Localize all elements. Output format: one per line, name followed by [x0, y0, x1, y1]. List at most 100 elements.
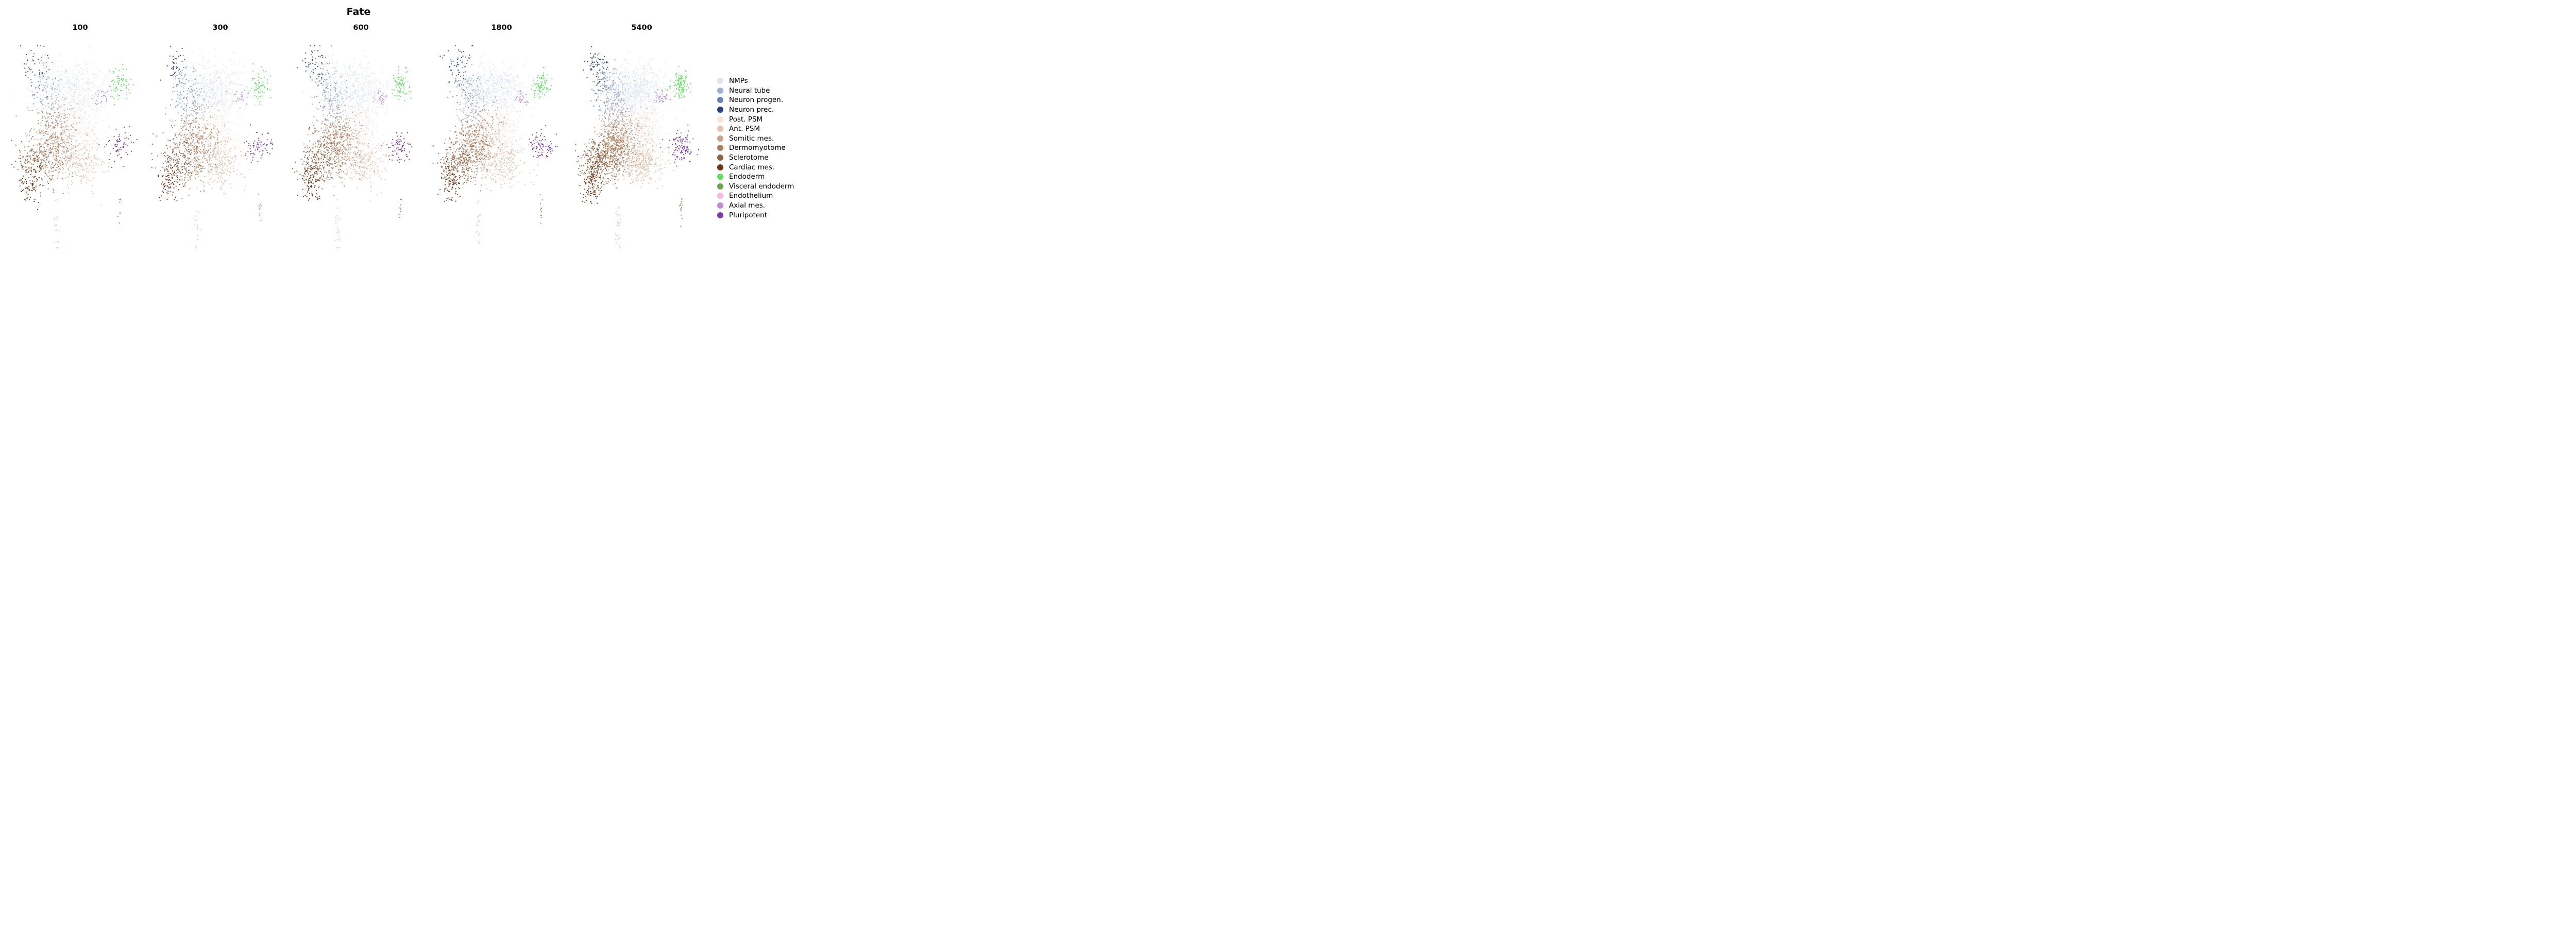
- scatter-point: [185, 78, 187, 80]
- scatter-point: [176, 62, 178, 64]
- scatter-point: [184, 183, 185, 185]
- scatter-point: [224, 104, 226, 106]
- scatter-point: [29, 131, 31, 132]
- scatter-point: [241, 98, 242, 100]
- scatter-point: [341, 87, 342, 88]
- scatter-point: [374, 167, 375, 169]
- scatter-point: [98, 98, 99, 100]
- scatter-point: [122, 80, 124, 81]
- scatter-point: [360, 83, 362, 84]
- scatter-point: [176, 143, 178, 145]
- scatter-point: [44, 147, 46, 148]
- scatter-point: [54, 142, 56, 144]
- scatter-point: [78, 118, 80, 119]
- scatter-point: [195, 142, 197, 144]
- scatter-point: [185, 122, 187, 123]
- scatter-point: [89, 135, 91, 137]
- scatter-point: [361, 85, 362, 87]
- scatter-point: [205, 129, 207, 130]
- scatter-point: [239, 115, 241, 117]
- scatter-point: [120, 149, 122, 150]
- scatter-point: [118, 222, 120, 224]
- scatter-point: [39, 143, 41, 145]
- scatter-point: [191, 152, 193, 153]
- scatter-point: [73, 96, 74, 98]
- scatter-point: [209, 110, 211, 112]
- scatter-point: [120, 140, 122, 142]
- scatter-point: [73, 162, 75, 164]
- scatter-point: [342, 143, 344, 145]
- scatter-point: [59, 75, 60, 77]
- scatter-point: [266, 82, 268, 84]
- scatter-point: [78, 165, 80, 166]
- scatter-point: [201, 157, 203, 159]
- scatter-point: [195, 135, 197, 137]
- scatter-point: [178, 101, 180, 103]
- scatter-point: [74, 163, 75, 165]
- scatter-point: [57, 172, 59, 174]
- scatter-point: [305, 66, 307, 67]
- scatter-point: [57, 109, 58, 110]
- scatter-point: [254, 83, 256, 84]
- scatter-point: [26, 135, 27, 137]
- scatter-point: [117, 98, 119, 100]
- scatter-point: [183, 179, 185, 181]
- scatter-point: [231, 158, 233, 159]
- scatter-point: [337, 85, 340, 87]
- scatter-point: [222, 82, 224, 84]
- scatter-point: [98, 92, 100, 93]
- scatter-point: [208, 171, 210, 174]
- scatter-point: [367, 83, 369, 85]
- scatter-point: [34, 139, 36, 140]
- scatter-point: [52, 126, 54, 127]
- scatter-point: [81, 108, 82, 109]
- scatter-point: [56, 102, 58, 104]
- scatter-point: [70, 128, 72, 129]
- scatter-point: [234, 140, 235, 142]
- scatter-point: [211, 187, 213, 189]
- scatter-point: [89, 163, 90, 165]
- scatter-point: [360, 170, 361, 172]
- scatter-point: [230, 106, 231, 107]
- scatter-point: [72, 115, 73, 116]
- scatter-point: [45, 173, 46, 174]
- scatter-point: [80, 132, 82, 133]
- scatter-point: [77, 78, 79, 80]
- scatter-point: [166, 154, 168, 156]
- scatter-point: [33, 128, 35, 130]
- scatter-point: [33, 94, 35, 95]
- scatter-point: [365, 136, 367, 139]
- scatter-point: [24, 149, 26, 151]
- scatter-point: [181, 179, 183, 181]
- scatter-point: [365, 117, 367, 118]
- scatter-point: [72, 73, 73, 74]
- scatter-point: [219, 156, 221, 158]
- scatter-point: [364, 165, 366, 167]
- scatter-point: [78, 109, 79, 111]
- scatter-point: [57, 146, 59, 147]
- scatter-point: [326, 79, 328, 80]
- scatter-point: [347, 87, 349, 89]
- scatter-point: [303, 143, 304, 145]
- scatter-point: [74, 93, 75, 95]
- scatter-point: [175, 196, 176, 198]
- scatter-point: [219, 157, 221, 159]
- scatter-point: [353, 90, 354, 92]
- scatter-point: [208, 162, 210, 164]
- scatter-point: [215, 97, 216, 99]
- scatter-point: [208, 170, 209, 172]
- scatter-point: [181, 183, 183, 185]
- scatter-point: [228, 74, 229, 75]
- scatter-point: [206, 153, 207, 154]
- scatter-point: [366, 115, 368, 117]
- scatter-point: [84, 90, 86, 91]
- scatter-point: [211, 178, 213, 179]
- scatter-point: [192, 108, 193, 109]
- scatter-point: [179, 68, 180, 70]
- scatter-point: [190, 124, 191, 125]
- scatter-point: [170, 45, 171, 47]
- scatter-point: [46, 140, 47, 142]
- scatter-point: [84, 113, 86, 114]
- scatter-point: [357, 188, 358, 190]
- scatter-point: [362, 76, 363, 78]
